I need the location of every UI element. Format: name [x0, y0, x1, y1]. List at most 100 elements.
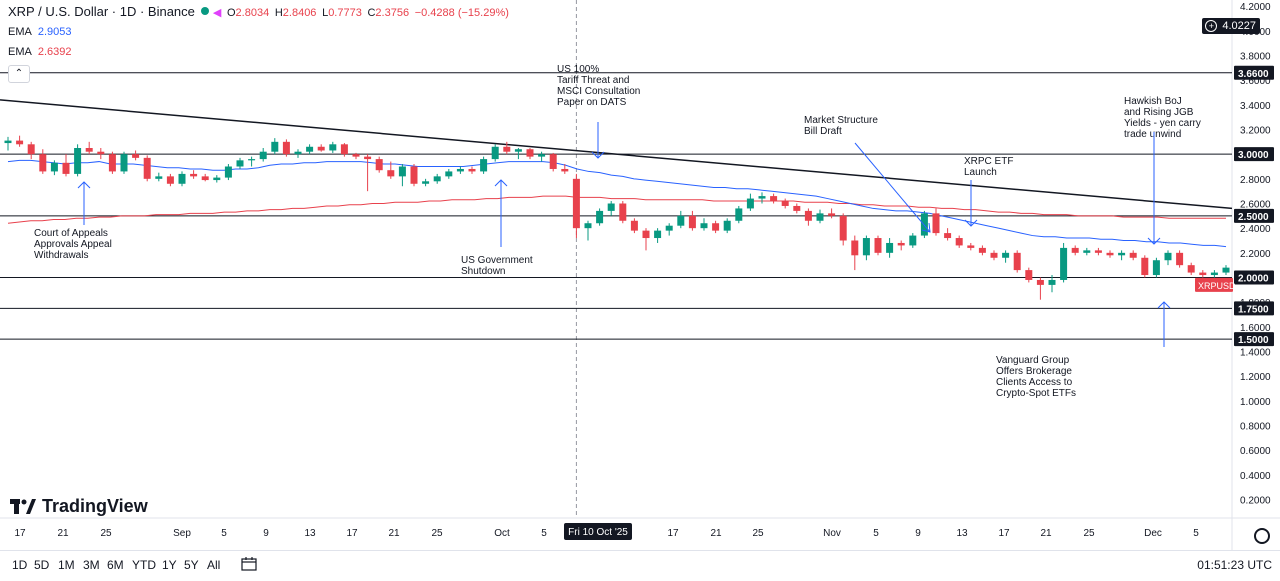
ema-value-1: 2.9053 [37, 26, 72, 38]
timeframe-5y[interactable]: 5Y [184, 558, 199, 572]
x-tick-label-3: Sep [173, 528, 191, 539]
timeframe-1y[interactable]: 1Y [162, 558, 177, 572]
timeframe-1d[interactable]: 1D [12, 558, 28, 572]
candle-body-11 [132, 154, 140, 158]
candle-body-26 [306, 146, 314, 152]
annotation-arrowhead-0 [77, 181, 91, 189]
candle-33 [387, 161, 395, 179]
level-tag-3: 2.0000 [1238, 274, 1269, 285]
candle-10 [120, 151, 128, 174]
candle-37 [433, 173, 441, 184]
candle-25 [294, 149, 302, 158]
candle-body-31 [364, 156, 372, 160]
ema-legend-2[interactable]: EMA 2.6392 [8, 46, 72, 58]
crosshair-price-label: + 4.0227 [1202, 18, 1260, 34]
candle-7 [85, 141, 93, 155]
candle-73 [851, 235, 859, 271]
candle-body-24 [282, 141, 290, 155]
timeframe-1m[interactable]: 1M [58, 558, 75, 572]
candle-body-62 [723, 220, 731, 231]
annotation-1[interactable]: US Government Shutdown [461, 255, 533, 277]
y-tick-label-5: 3.2000 [1240, 126, 1271, 137]
plus-icon[interactable]: + [1205, 20, 1218, 32]
timeframe-5d[interactable]: 5D [34, 558, 50, 572]
y-tick-label-19: 0.4000 [1240, 471, 1271, 482]
candle-body-58 [677, 215, 685, 226]
symbol-title[interactable]: XRP / U.S. Dollar · 1D · Binance [8, 4, 195, 19]
candle-97 [1129, 250, 1137, 261]
candle-16 [190, 170, 198, 179]
candle-86 [1002, 250, 1010, 263]
candle-body-104 [1210, 272, 1218, 276]
candle-62 [723, 218, 731, 234]
candle-26 [306, 144, 314, 155]
timeframe-3m[interactable]: 3M [83, 558, 100, 572]
level-tag-bg-2 [1234, 208, 1274, 223]
candle-12 [143, 155, 151, 182]
candle-body-56 [654, 230, 662, 239]
candle-83 [967, 242, 975, 251]
candle-body-65 [758, 196, 766, 199]
candle-104 [1210, 270, 1218, 278]
y-tick-label-17: 0.8000 [1240, 422, 1271, 433]
candle-body-81 [944, 233, 952, 239]
candle-78 [909, 233, 917, 248]
level-tag-2: 2.5000 [1238, 212, 1269, 223]
candle-56 [654, 228, 662, 243]
annotation-arrowhead-3 [921, 222, 931, 233]
x-tick-label-1: 21 [57, 528, 69, 539]
candle-body-39 [456, 168, 464, 172]
candle-100 [1164, 250, 1172, 266]
candle-body-87 [1013, 252, 1021, 271]
candle-11 [132, 150, 140, 161]
bottom-toolbar: 1D 5D 1M 3M 6M YTD 1Y 5Y All 01:51:23 UTC [0, 550, 1280, 581]
y-tick-label-7: 2.8000 [1240, 175, 1271, 186]
timeframe-all[interactable]: All [207, 558, 221, 572]
candle-body-100 [1164, 252, 1172, 261]
annotation-2[interactable]: US 100% Tariff Threat and MSCI Consultatio… [557, 64, 640, 108]
candle-body-97 [1129, 252, 1137, 258]
candle-body-54 [630, 220, 638, 231]
candle-69 [804, 208, 812, 226]
candle-40 [468, 166, 476, 174]
candle-105 [1222, 265, 1230, 276]
level-tag-0: 3.6600 [1238, 69, 1269, 80]
x-tick-label-25: 5 [1193, 528, 1199, 539]
y-tick-label-13: 1.6000 [1240, 323, 1271, 334]
candle-84 [978, 245, 986, 256]
candle-body-93 [1083, 250, 1091, 253]
x-tick-label-14: 17 [667, 528, 679, 539]
candle-body-30 [352, 154, 360, 157]
annotation-5[interactable]: Hawkish BoJ and Rising JGB Yields - yen ca… [1124, 96, 1201, 140]
candle-90 [1048, 275, 1056, 293]
collapse-legend-button[interactable]: ⌃ [8, 65, 30, 83]
timeframe-6m[interactable]: 6M [107, 558, 124, 572]
candle-38 [445, 168, 453, 179]
utc-clock[interactable]: 01:51:23 UTC [1197, 558, 1272, 572]
annotation-3[interactable]: Market Structure Bill Draft [804, 115, 878, 137]
timeframe-ytd[interactable]: YTD [132, 558, 156, 572]
annotation-6[interactable]: Vanguard Group Offers Brokerage Clients Ac… [996, 355, 1076, 399]
candle-body-69 [804, 210, 812, 221]
level-tag-bg-4 [1234, 301, 1274, 316]
candle-13 [155, 172, 163, 182]
candle-body-90 [1048, 279, 1056, 285]
candle-44 [514, 148, 522, 160]
candle-body-52 [607, 203, 615, 211]
calendar-icon[interactable] [241, 557, 257, 571]
candle-body-68 [793, 205, 801, 211]
candle-body-12 [143, 157, 151, 179]
candle-body-44 [514, 149, 522, 152]
candle-body-67 [781, 201, 789, 206]
annotation-0[interactable]: Court of Appeals Approvals Appeal Withdraw… [34, 228, 112, 261]
annotation-4[interactable]: XRPC ETF Launch [964, 156, 1013, 178]
candle-94 [1094, 247, 1102, 256]
candle-body-105 [1222, 267, 1230, 273]
compare-icon[interactable]: ◀ [212, 7, 222, 19]
candle-61 [712, 220, 720, 234]
x-tick-label-6: 13 [304, 528, 316, 539]
x-tick-label-2: 25 [100, 528, 112, 539]
ema-legend-1[interactable]: EMA 2.9053 [8, 26, 72, 38]
settings-icon[interactable] [1254, 528, 1270, 544]
